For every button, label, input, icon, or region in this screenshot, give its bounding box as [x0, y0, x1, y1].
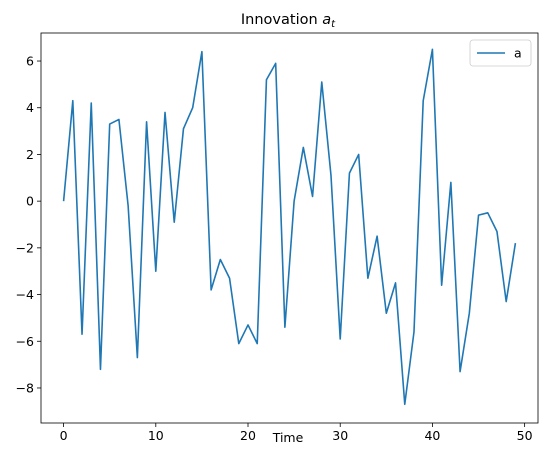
x-tick-label: 20: [240, 428, 256, 443]
plot-area: [41, 33, 538, 423]
x-axis: 0 10 20 30 40 50: [60, 423, 533, 443]
x-axis-title: Time: [272, 430, 304, 445]
y-tick-label: 2: [26, 147, 34, 162]
x-tick-label: 40: [424, 428, 440, 443]
plot-frame: [40, 32, 539, 424]
y-tick-label: 6: [26, 54, 34, 69]
series-line-a: [62, 48, 517, 406]
x-tick-label: 0: [60, 428, 68, 443]
x-tick-label: 30: [332, 428, 348, 443]
legend-label: a: [514, 46, 522, 61]
series-layer: [62, 48, 517, 406]
y-tick-label: −2: [16, 240, 34, 255]
y-tick-label: 0: [26, 194, 34, 209]
x-tick-label: 10: [148, 428, 164, 443]
y-tick-label: −6: [16, 334, 34, 349]
y-axis: −8 −6 −4 −2 0 2 4 6: [16, 54, 41, 395]
x-tick-label: 50: [517, 428, 533, 443]
y-tick-label: 4: [26, 100, 34, 115]
y-tick-label: −4: [16, 287, 34, 302]
y-tick-label: −8: [16, 380, 34, 395]
legend: a: [469, 39, 532, 67]
chart-title: Innovation at: [241, 12, 336, 30]
